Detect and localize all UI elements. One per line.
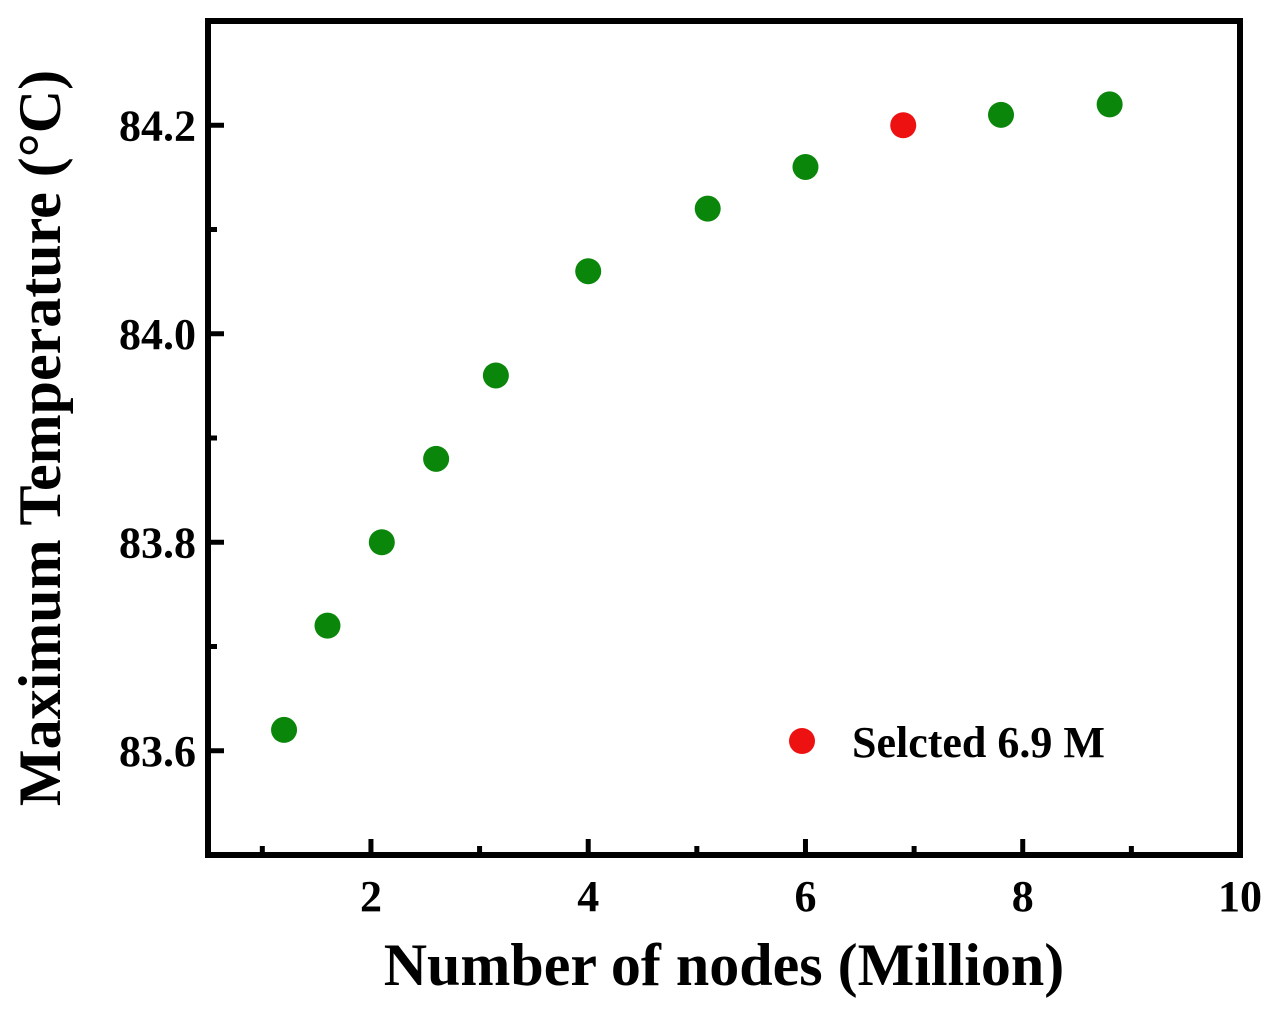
- data-point: [482, 362, 509, 389]
- y-axis-title: Maximum Temperature (°C): [7, 70, 73, 806]
- data-point: [271, 716, 298, 743]
- selected-data-point: [890, 112, 917, 139]
- x-tick-label: 6: [794, 872, 816, 921]
- x-tick-label: 10: [1218, 872, 1262, 921]
- data-point: [988, 101, 1015, 128]
- y-axis-ticks: 83.6 83.8 84.0 84.2: [119, 101, 224, 776]
- x-tick-label: 2: [360, 872, 382, 921]
- x-axis-title: Number of nodes (Million): [384, 932, 1065, 998]
- legend-label-selected: Selcted 6.9 M: [852, 718, 1105, 767]
- legend-marker-selected: [789, 728, 815, 754]
- data-points: [271, 91, 1123, 743]
- y-tick-label: 84.0: [119, 310, 196, 359]
- y-tick-label: 83.8: [119, 518, 196, 567]
- y-tick-label: 83.6: [119, 727, 196, 776]
- x-axis-ticks: 2 4 6 8 10: [259, 839, 1262, 921]
- data-point: [575, 258, 602, 285]
- data-point: [314, 612, 341, 639]
- data-point: [368, 529, 395, 556]
- data-point: [694, 195, 721, 222]
- y-tick-label: 84.2: [119, 101, 196, 150]
- data-point: [1096, 91, 1123, 118]
- x-tick-label: 8: [1012, 872, 1034, 921]
- data-point: [792, 153, 819, 180]
- x-tick-label: 4: [577, 872, 599, 921]
- data-point: [423, 445, 450, 472]
- legend: Selcted 6.9 M: [789, 718, 1105, 767]
